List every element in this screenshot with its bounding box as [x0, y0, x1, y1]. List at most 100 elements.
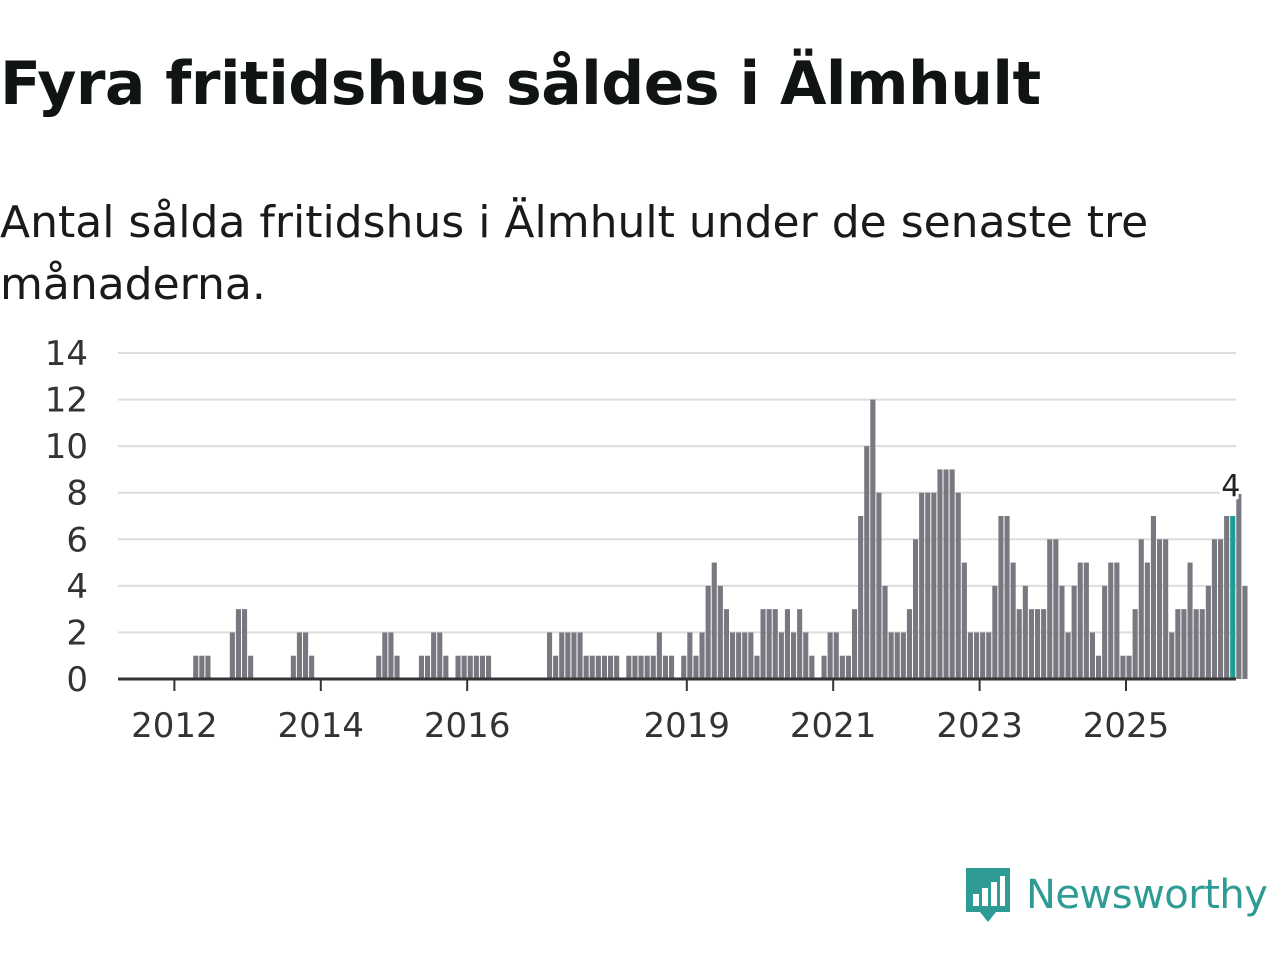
bar [589, 655, 595, 679]
bar [1108, 562, 1114, 679]
y-tick-label: 8 [66, 474, 88, 514]
bar [925, 492, 931, 679]
bar [705, 585, 711, 679]
bar [467, 655, 473, 679]
bar [1016, 609, 1022, 679]
bar [803, 632, 809, 679]
bar [1211, 539, 1217, 679]
bar [437, 632, 443, 679]
bar [870, 399, 876, 679]
bar [1187, 562, 1193, 679]
bar [876, 492, 882, 679]
bar [980, 632, 986, 679]
bar [229, 632, 235, 679]
bar [1236, 492, 1242, 679]
bar [486, 655, 492, 679]
bar [1028, 609, 1034, 679]
bar [571, 632, 577, 679]
bar [742, 632, 748, 679]
brand-name: Newsworthy [1026, 872, 1268, 918]
bar [1096, 655, 1102, 679]
y-tick-label: 4 [66, 567, 88, 607]
bar [986, 632, 992, 679]
bar [955, 492, 961, 679]
bar [717, 585, 723, 679]
highlight-value-label: 4 [1221, 469, 1240, 504]
bar [894, 632, 900, 679]
bar [565, 632, 571, 679]
bar [961, 562, 967, 679]
bar [1047, 539, 1053, 679]
bar [235, 609, 241, 679]
bar [418, 655, 424, 679]
bar [882, 585, 888, 679]
bar [626, 655, 632, 679]
bar [943, 469, 949, 679]
bar [1065, 632, 1071, 679]
y-tick-label: 12 [45, 381, 88, 421]
chart-title: Fyra fritidshus såldes i Älmhult [0, 49, 1041, 119]
x-tick-label: 2023 [936, 706, 1023, 746]
bar [547, 632, 553, 679]
bar [248, 655, 254, 679]
bar [1053, 539, 1059, 679]
x-tick-label: 2016 [424, 706, 511, 746]
bar [1083, 562, 1089, 679]
bar [864, 446, 870, 679]
bar [681, 655, 687, 679]
y-tick-label: 6 [66, 520, 88, 560]
bar [888, 632, 894, 679]
bar [1004, 516, 1010, 679]
bar [1175, 609, 1181, 679]
bar [650, 655, 656, 679]
bar [394, 655, 400, 679]
x-tick-label: 2021 [790, 706, 877, 746]
x-tick-label: 2014 [278, 706, 365, 746]
bar [193, 655, 199, 679]
bar [1157, 539, 1163, 679]
bar [949, 469, 955, 679]
bar [1041, 609, 1047, 679]
bar [303, 632, 309, 679]
newsworthy-brand: Newsworthy [962, 862, 1268, 928]
bar [1242, 585, 1248, 679]
bar [608, 655, 614, 679]
bar [1010, 562, 1016, 679]
bar [1224, 516, 1230, 679]
bar [1022, 585, 1028, 679]
bar [473, 655, 479, 679]
bar [766, 609, 772, 679]
bar [461, 655, 467, 679]
bar [754, 655, 760, 679]
bar [1205, 585, 1211, 679]
bar [974, 632, 980, 679]
bar [479, 655, 485, 679]
bar [455, 655, 461, 679]
bar [1102, 585, 1108, 679]
bar [1150, 516, 1156, 679]
bar [656, 632, 662, 679]
y-tick-label: 14 [45, 334, 88, 374]
bar [809, 655, 815, 679]
bar [199, 655, 205, 679]
bar [382, 632, 388, 679]
y-tick-label: 0 [66, 660, 88, 700]
bar-highlight [1230, 516, 1236, 679]
bar [1114, 562, 1120, 679]
bar [736, 632, 742, 679]
bar [205, 655, 211, 679]
bar [376, 655, 382, 679]
bar [1138, 539, 1144, 679]
bar [797, 609, 803, 679]
bar [760, 609, 766, 679]
chart-subtitle: Antal sålda fritidshus i Älmhult under d… [0, 197, 1149, 310]
bar [1035, 609, 1041, 679]
bar [583, 655, 589, 679]
bar [1059, 585, 1065, 679]
bar [1169, 632, 1175, 679]
bar [1218, 539, 1224, 679]
bar [913, 539, 919, 679]
bar [1163, 539, 1169, 679]
bar [1132, 609, 1138, 679]
bar [992, 585, 998, 679]
